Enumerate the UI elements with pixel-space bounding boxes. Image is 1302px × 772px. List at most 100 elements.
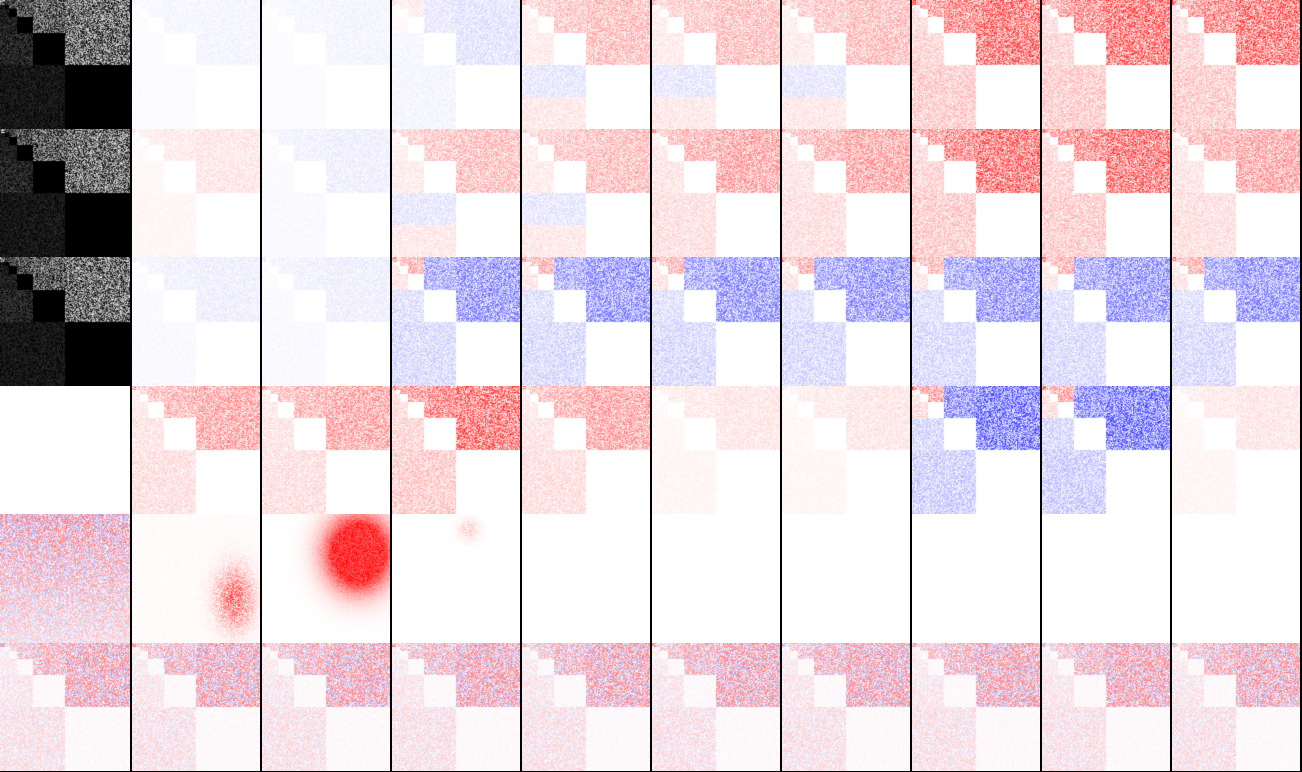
heatmap-panel — [262, 643, 390, 771]
heatmap-canvas — [782, 514, 910, 643]
heatmap-canvas — [392, 386, 520, 514]
heatmap-canvas — [132, 0, 260, 129]
heatmap-canvas — [522, 643, 650, 771]
heatmap-panel — [912, 129, 1040, 257]
heatmap-panel — [522, 514, 650, 643]
heatmap-canvas — [652, 514, 780, 643]
heatmap-canvas — [0, 0, 130, 129]
heatmap-canvas — [652, 643, 780, 771]
heatmap-canvas — [522, 129, 650, 257]
heatmap-panel — [522, 0, 650, 129]
heatmap-panel — [912, 643, 1040, 771]
heatmap-canvas — [132, 129, 260, 257]
heatmap-panel — [262, 129, 390, 257]
heatmap-canvas — [1042, 257, 1170, 386]
heatmap-canvas — [392, 0, 520, 129]
heatmap-canvas — [392, 643, 520, 771]
column-divider — [1040, 0, 1042, 772]
heatmap-canvas — [262, 257, 390, 386]
heatmap-canvas — [0, 386, 130, 514]
heatmap-panel — [1172, 257, 1300, 386]
heatmap-panel — [0, 257, 130, 386]
heatmap-canvas — [1172, 386, 1300, 514]
heatmap-panel — [912, 0, 1040, 129]
heatmap-panel — [262, 257, 390, 386]
heatmap-canvas — [1042, 514, 1170, 643]
heatmap-panel — [392, 0, 520, 129]
heatmap-canvas — [912, 643, 1040, 771]
column-divider — [520, 0, 522, 772]
heatmap-panel — [912, 257, 1040, 386]
heatmap-canvas — [392, 257, 520, 386]
heatmap-panel — [1042, 129, 1170, 257]
heatmap-canvas — [1172, 514, 1300, 643]
heatmap-canvas — [392, 129, 520, 257]
heatmap-canvas — [912, 0, 1040, 129]
heatmap-canvas — [782, 0, 910, 129]
heatmap-panel — [0, 129, 130, 257]
heatmap-panel — [912, 386, 1040, 514]
heatmap-panel — [132, 129, 260, 257]
heatmap-canvas — [782, 257, 910, 386]
heatmap-canvas — [652, 386, 780, 514]
heatmap-panel — [782, 386, 910, 514]
heatmap-panel — [652, 129, 780, 257]
heatmap-panel — [522, 129, 650, 257]
heatmap-canvas — [392, 514, 520, 643]
heatmap-panel — [392, 257, 520, 386]
heatmap-canvas — [1042, 386, 1170, 514]
heatmap-panel — [522, 386, 650, 514]
heatmap-canvas — [262, 0, 390, 129]
heatmap-panel — [652, 386, 780, 514]
heatmap-canvas — [262, 643, 390, 771]
heatmap-panel — [392, 386, 520, 514]
heatmap-canvas — [652, 257, 780, 386]
heatmap-canvas — [0, 643, 130, 771]
heatmap-canvas — [912, 386, 1040, 514]
column-divider — [1170, 0, 1172, 772]
heatmap-canvas — [262, 514, 390, 643]
heatmap-canvas — [1172, 0, 1300, 129]
heatmap-panel — [782, 0, 910, 129]
heatmap-panel — [912, 514, 1040, 643]
heatmap-panel — [782, 643, 910, 771]
heatmap-canvas — [262, 129, 390, 257]
heatmap-canvas — [0, 129, 130, 257]
heatmap-panel — [262, 0, 390, 129]
heatmap-panel — [0, 643, 130, 771]
heatmap-panel — [1042, 643, 1170, 771]
heatmap-canvas — [1042, 0, 1170, 129]
heatmap-canvas — [0, 514, 130, 643]
heatmap-panel — [522, 643, 650, 771]
heatmap-panel — [1172, 0, 1300, 129]
heatmap-panel — [652, 514, 780, 643]
heatmap-panel — [782, 514, 910, 643]
heatmap-panel — [782, 257, 910, 386]
heatmap-canvas — [912, 514, 1040, 643]
heatmap-panel — [392, 643, 520, 771]
heatmap-panel — [522, 257, 650, 386]
heatmap-panel — [652, 257, 780, 386]
heatmap-canvas — [132, 514, 260, 643]
heatmap-canvas — [132, 643, 260, 771]
heatmap-canvas — [522, 514, 650, 643]
heatmap-panel — [262, 514, 390, 643]
heatmap-canvas — [1042, 643, 1170, 771]
heatmap-panel — [1172, 643, 1300, 771]
heatmap-canvas — [912, 257, 1040, 386]
column-divider — [910, 0, 912, 772]
heatmap-canvas — [912, 129, 1040, 257]
column-divider — [780, 0, 782, 772]
heatmap-panel — [1172, 514, 1300, 643]
heatmap-panel — [132, 643, 260, 771]
heatmap-panel — [1042, 0, 1170, 129]
heatmap-panel — [392, 514, 520, 643]
heatmap-canvas — [1172, 129, 1300, 257]
heatmap-panel — [1172, 129, 1300, 257]
heatmap-canvas — [1042, 129, 1170, 257]
heatmap-panel — [0, 386, 130, 514]
heatmap-panel — [652, 0, 780, 129]
heatmap-panel — [1042, 257, 1170, 386]
heatmap-panel — [652, 643, 780, 771]
